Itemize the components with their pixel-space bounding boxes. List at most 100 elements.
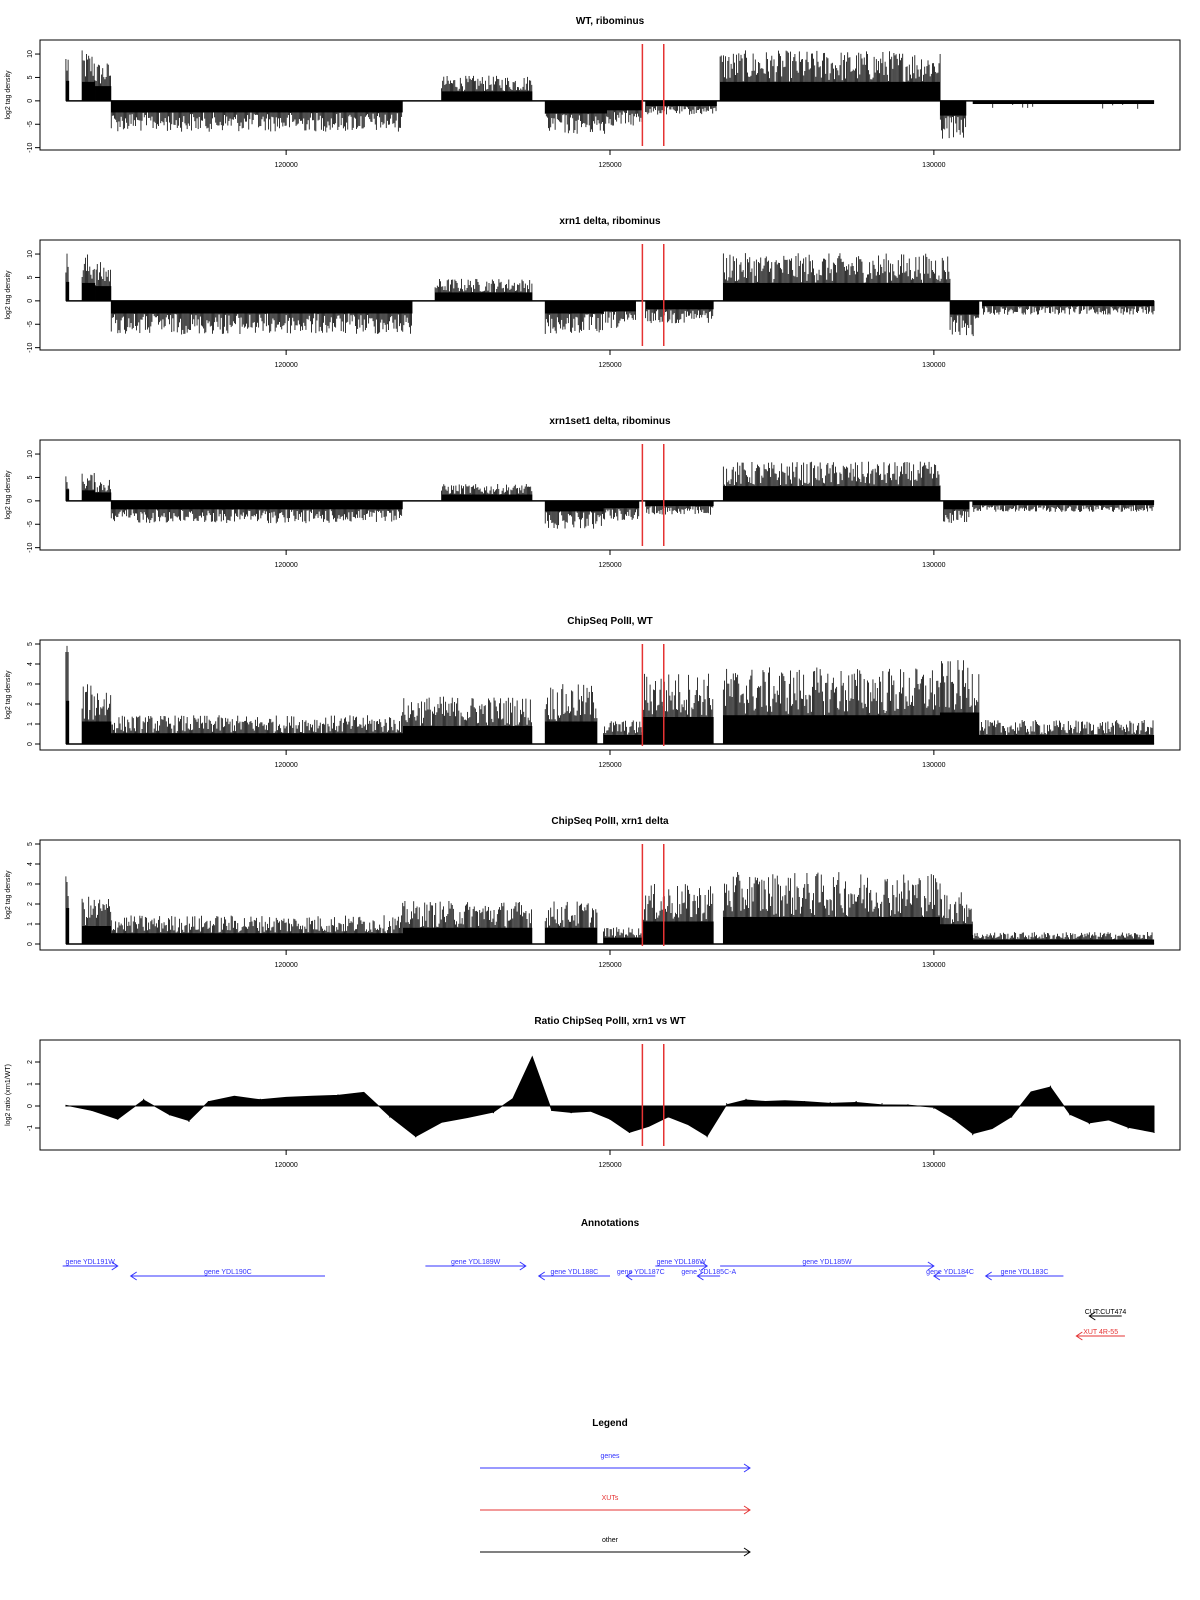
legend-label: genes: [600, 1453, 620, 1460]
y-tick-label: 3: [27, 682, 34, 686]
density-bar-core: [65, 80, 70, 101]
legend-title: Legend: [592, 1418, 628, 1429]
y-axis-label: log2 tag density: [5, 470, 12, 520]
y-axis-label: log2 tag density: [5, 870, 12, 920]
density-segment: [645, 100, 717, 115]
y-tick-label: -5: [27, 521, 34, 527]
legend-label: XUTs: [602, 1495, 619, 1502]
density-segment: [81, 896, 112, 944]
ratio-point: [492, 1112, 495, 1114]
density-segment: [65, 476, 70, 501]
annotation-label: XUT 4R-55: [1083, 1329, 1118, 1336]
ratio-point: [1049, 1085, 1052, 1087]
density-bar-core: [645, 100, 717, 107]
ratio-point: [259, 1098, 261, 1100]
arrow-head: [700, 1261, 709, 1271]
ratio-point: [628, 1131, 631, 1133]
ratio-point: [855, 1101, 857, 1103]
x-tick-label: 130000: [922, 762, 945, 769]
density-segment: [544, 100, 607, 134]
density-bar-core: [111, 933, 403, 944]
y-tick-label: -10: [27, 342, 34, 352]
density-segment: [722, 253, 951, 301]
y-tick-label: 10: [27, 250, 34, 258]
plot-frame: [39, 239, 1181, 351]
density-segment: [81, 254, 96, 301]
density-bar-core: [972, 939, 1155, 944]
density-segment: [603, 500, 640, 521]
x-tick-label: 120000: [274, 162, 297, 169]
density-segment: [544, 300, 604, 334]
density-segment: [544, 901, 598, 944]
ratio-point: [745, 1098, 747, 1100]
annotation-label: gene YDL189W: [451, 1259, 501, 1266]
track-title: ChipSeq PolII, WT: [567, 616, 653, 627]
plot-frame: [39, 439, 1181, 551]
y-tick-label: -5: [27, 321, 34, 327]
y-tick-label: 5: [27, 642, 34, 646]
annotation-label: CUT:CUT474: [1085, 1309, 1127, 1316]
annotation-feature: gene YDL186W: [655, 1259, 709, 1271]
arrow-head: [984, 1271, 992, 1281]
density-segment: [441, 484, 533, 501]
y-axis-label: log2 tag density: [5, 670, 12, 720]
track-panel: xrn1 delta, ribominus log2 tag density -10…: [5, 216, 1181, 369]
density-bar-core: [65, 281, 70, 301]
density-bar-core: [111, 733, 403, 744]
x-tick-label: 120000: [274, 562, 297, 569]
annotations-title: Annotations: [581, 1218, 640, 1229]
annotation-feature: XUT 4R-55: [1075, 1329, 1125, 1341]
density-segment: [943, 500, 970, 523]
plot-frame: [39, 1039, 1181, 1151]
density-segment: [645, 500, 714, 515]
density-segment: [544, 500, 604, 529]
density-segment: [65, 253, 70, 301]
annotation-feature: gene YDL183C: [984, 1269, 1064, 1281]
density-bar-core: [65, 489, 70, 501]
y-tick-label: -10: [27, 542, 34, 552]
x-tick-label: 125000: [598, 962, 621, 969]
plot-frame: [39, 39, 1181, 151]
legend-panel: Legend genes XUTs other: [480, 1418, 751, 1557]
arrow-head: [696, 1271, 704, 1281]
density-segment: [402, 696, 533, 744]
ratio-point: [207, 1101, 210, 1103]
annotation-feature: gene YDL189W: [425, 1259, 527, 1271]
density-segment: [645, 300, 714, 324]
density-bar-core: [979, 735, 1155, 744]
y-tick-label: 4: [27, 662, 34, 666]
density-series: [65, 872, 1155, 944]
legend-entry: other: [480, 1537, 751, 1557]
ratio-point: [764, 1101, 767, 1103]
density-segment: [603, 720, 643, 744]
ratio-point: [1088, 1123, 1090, 1125]
density-segment: [110, 300, 413, 335]
y-tick-label: 1: [27, 922, 34, 926]
x-tick-label: 130000: [922, 962, 945, 969]
y-tick-label: 3: [27, 882, 34, 886]
y-axis-label: log2 tag density: [5, 270, 12, 320]
ratio-point: [363, 1092, 365, 1094]
x-tick-label: 125000: [598, 762, 621, 769]
annotation-feature: gene YDL184C: [926, 1269, 974, 1281]
density-segment: [94, 63, 112, 101]
ratio-point: [1030, 1092, 1032, 1094]
arrow-head: [111, 1261, 119, 1271]
density-segment: [65, 58, 70, 101]
ratio-point: [168, 1114, 171, 1116]
density-series: [65, 50, 1155, 139]
track-title: xrn1set1 delta, ribominus: [549, 416, 671, 427]
track-title: ChipSeq PolII, xrn1 delta: [551, 816, 669, 827]
density-segment: [641, 673, 714, 744]
ratio-point: [1010, 1116, 1013, 1118]
y-axis-label: log2 tag density: [5, 70, 12, 120]
arrow-head: [1088, 1311, 1096, 1321]
y-tick-label: 10: [27, 450, 34, 458]
density-segment: [544, 684, 598, 744]
x-tick-label: 130000: [922, 362, 945, 369]
annotation-label: gene YDL185W: [802, 1259, 852, 1266]
ratio-point: [551, 1109, 553, 1111]
density-segment: [110, 915, 403, 944]
density-series: [65, 253, 1155, 337]
